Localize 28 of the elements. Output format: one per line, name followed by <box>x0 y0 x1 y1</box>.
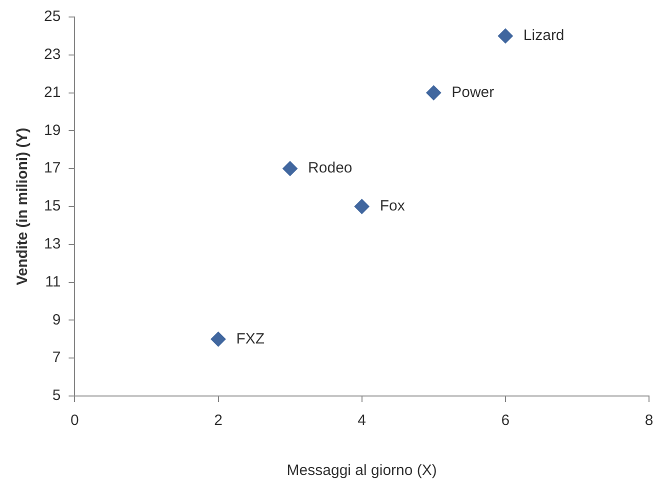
x-tick-label: 4 <box>358 412 366 430</box>
y-tick-label: 13 <box>44 236 61 253</box>
y-tick-label: 17 <box>44 160 61 177</box>
x-tick-label: 8 <box>644 412 654 430</box>
annotation: Power <box>452 84 494 101</box>
y-tick-label: 9 <box>52 311 61 328</box>
x-axis-title: Messaggi al giorno (X) <box>286 462 437 480</box>
y-tick-label: 15 <box>44 198 61 215</box>
x-tick-label: 6 <box>501 412 510 430</box>
annotation: FXZ <box>236 330 265 348</box>
y-axis-title: Vendite (in milioni) (Y) <box>14 128 32 286</box>
point <box>282 161 298 176</box>
point <box>354 199 370 214</box>
point <box>210 332 226 347</box>
y-tick-label: 23 <box>44 46 61 64</box>
y-tick-label: 19 <box>44 122 61 139</box>
annotation: Rodeo <box>308 160 352 177</box>
annotation: Fox <box>380 198 406 215</box>
point <box>426 85 442 100</box>
y-tick-label: 7 <box>52 349 61 366</box>
x-tick-label: 0 <box>70 412 79 430</box>
point <box>498 28 513 44</box>
annotation: Lizard <box>523 27 564 44</box>
x-tick-label: 2 <box>214 412 222 430</box>
y-tick-label: 25 <box>44 8 61 26</box>
y-tick-label: 11 <box>45 273 61 290</box>
y-tick-label: 5 <box>52 387 61 404</box>
y-tick-label: 21 <box>44 84 61 101</box>
